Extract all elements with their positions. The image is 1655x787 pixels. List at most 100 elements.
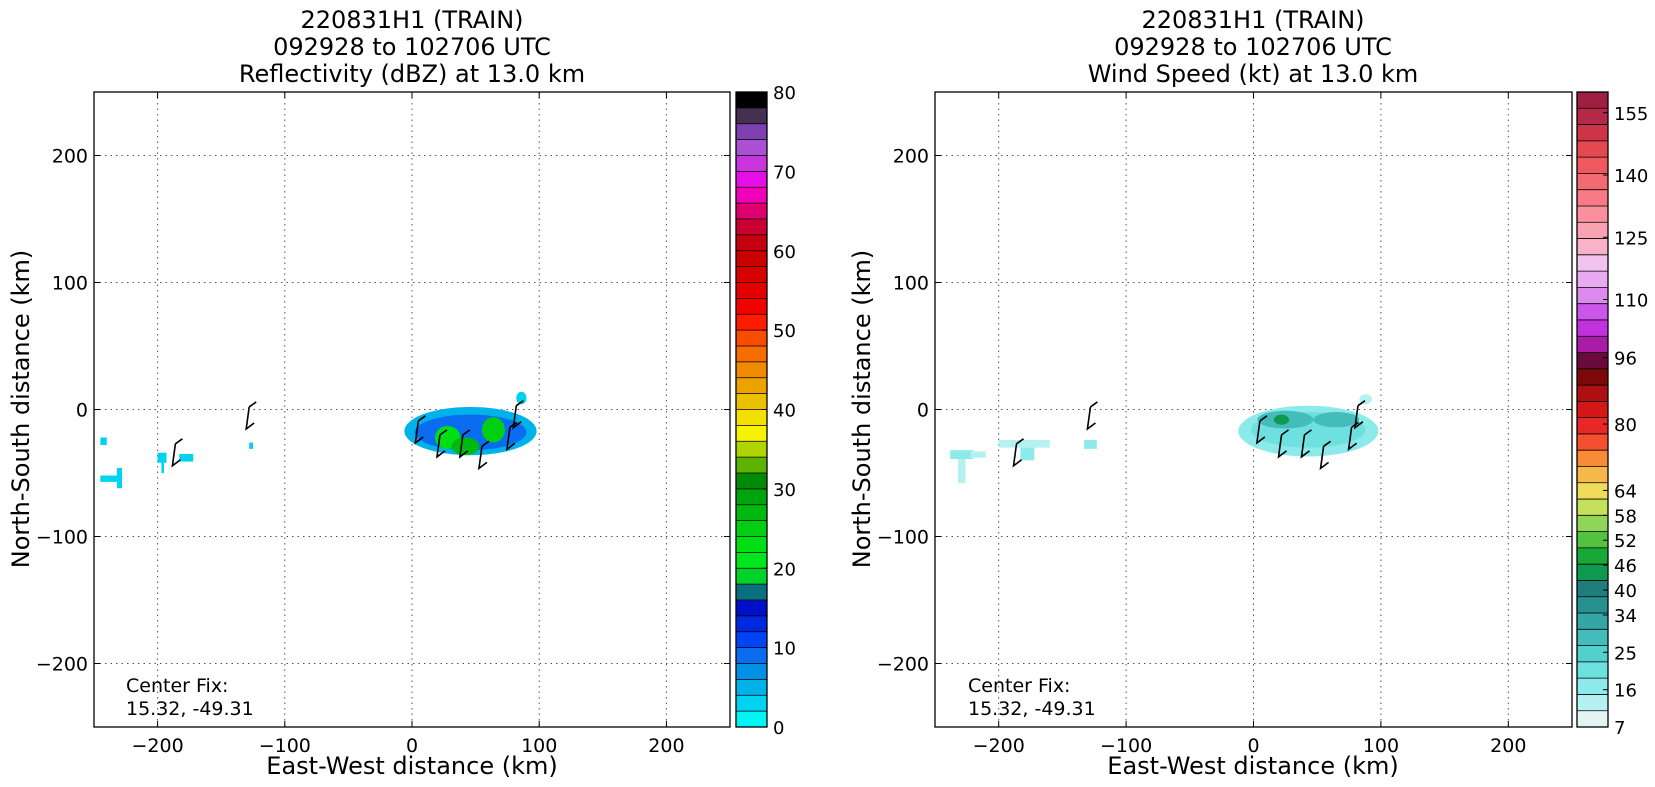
colorbar-segment	[736, 409, 767, 426]
colorbar-tick-label: 7	[1614, 718, 1625, 739]
colorbar-segment	[736, 679, 767, 696]
colorbar-tick-label: 60	[773, 242, 796, 263]
colorbar-tick-label: 50	[773, 321, 796, 342]
colorbar-segment	[1577, 140, 1608, 158]
wind-barb	[1012, 438, 1025, 468]
x-tick-label: 200	[648, 735, 684, 757]
colorbar-segment	[736, 377, 767, 394]
colorbar-segment	[736, 314, 767, 331]
echo-cell	[1084, 439, 1097, 449]
colorbar-segment	[736, 346, 767, 363]
chart-title-line-1: 220831H1 (TRAIN)	[1141, 6, 1364, 34]
colorbar	[1577, 92, 1608, 728]
colorbar-segment	[736, 298, 767, 315]
echo-cell	[970, 451, 986, 458]
reflectivity-panel: 220831H1 (TRAIN) 092928 to 102706 UTC Re…	[7, 6, 796, 780]
colorbar-tick-label: 80	[773, 83, 796, 104]
colorbar-segment	[736, 330, 767, 347]
wind-barb	[512, 400, 524, 430]
echo-cell	[100, 437, 107, 446]
wind-barb	[414, 415, 426, 445]
echo-cell	[1313, 412, 1360, 428]
echo-cell	[249, 442, 253, 449]
colorbar-segment	[1577, 678, 1608, 695]
x-axis-ticks: −200 −100 0 100 200	[973, 92, 1526, 757]
y-tick-label: 100	[893, 273, 929, 295]
chart-title-line-1: 220831H1 (TRAIN)	[300, 6, 523, 34]
wind-barbs	[1012, 400, 1366, 471]
wind-barb	[1300, 429, 1312, 459]
y-tick-label: 200	[893, 146, 929, 168]
colorbar-segment	[736, 234, 767, 252]
x-tick-label: −100	[259, 735, 311, 757]
x-tick-label: −200	[132, 735, 184, 757]
colorbar-segment	[736, 393, 767, 410]
colorbar-tick-label: 52	[1614, 531, 1637, 552]
y-tick-label: 200	[52, 146, 88, 168]
colorbar-segment	[1577, 222, 1608, 239]
x-tick-label: 0	[406, 735, 418, 757]
colorbar-tick-label: 58	[1614, 506, 1637, 527]
echo-cell	[451, 437, 480, 456]
x-tick-label: 100	[521, 735, 557, 757]
colorbar-segment	[736, 663, 767, 680]
echo-cell	[998, 439, 1050, 448]
y-tick-label: 100	[52, 273, 88, 295]
colorbar-segment	[736, 266, 767, 283]
chart-title-line-3: Wind Speed (kt) at 13.0 km	[1088, 60, 1419, 88]
x-axis-label: East-West distance (km)	[266, 752, 557, 780]
echo-cell	[179, 453, 194, 462]
colorbar-segment	[736, 361, 767, 379]
colorbar-segment	[736, 441, 767, 458]
y-axis-label: North-South distance (km)	[7, 250, 35, 569]
colorbar-segment	[736, 92, 767, 109]
colorbar-tick-label: 70	[773, 162, 796, 183]
echo-cell	[161, 462, 164, 473]
echo-cell	[157, 452, 167, 463]
colorbar-segment	[736, 504, 767, 521]
chart-title-line-2: 092928 to 102706 UTC	[1114, 33, 1392, 61]
colorbar-tick-label: 30	[773, 480, 796, 501]
echo-cell	[1273, 414, 1290, 425]
echo-cell	[957, 459, 966, 484]
echo-cell	[116, 467, 122, 489]
colorbar-segment	[1577, 531, 1608, 549]
wind-barbs	[171, 400, 524, 471]
echo-cell	[1020, 447, 1035, 461]
x-tick-label: −200	[973, 735, 1025, 757]
colorbar-segment	[1577, 417, 1608, 435]
colorbar-tick-label: 40	[773, 401, 796, 422]
center-fix-label: Center Fix:	[126, 675, 228, 697]
colorbar-segment	[1577, 613, 1608, 630]
colorbar-segment	[1577, 271, 1608, 288]
plot-area	[935, 92, 1572, 727]
echo-field	[950, 394, 1379, 484]
colorbar-segment	[1577, 189, 1608, 207]
colorbar-segment	[736, 425, 767, 442]
center-fix-value: 15.32, -49.31	[968, 698, 1096, 720]
echo-cell	[516, 391, 527, 405]
wind-barb	[1086, 401, 1098, 431]
colorbar-segment	[1577, 368, 1608, 386]
y-axis-label: North-South distance (km)	[848, 250, 876, 569]
colorbar-segment	[1577, 92, 1608, 109]
colorbar-segment	[736, 473, 767, 490]
wind-barb	[435, 429, 448, 459]
colorbar-segment	[1577, 499, 1608, 516]
colorbar-segment	[1577, 319, 1608, 337]
colorbar-segment	[1577, 385, 1608, 402]
colorbar-segment	[736, 520, 767, 537]
colorbar-segment	[736, 187, 767, 204]
colorbar	[736, 92, 767, 728]
colorbar-segment	[1577, 352, 1608, 370]
colorbar-segment	[1577, 124, 1608, 142]
colorbar-segment	[1577, 108, 1608, 125]
colorbar-ticks: 0 10 20 30 40 50 60 70 80	[762, 83, 796, 739]
colorbar-segment	[1577, 466, 1608, 484]
x-tick-label: 0	[1247, 735, 1259, 757]
colorbar-segment	[736, 282, 767, 299]
y-axis-ticks: 200 100 0 −100 −200	[877, 146, 1572, 676]
colorbar-tick-label: 40	[1614, 581, 1637, 602]
colorbar-segment	[1577, 596, 1608, 614]
